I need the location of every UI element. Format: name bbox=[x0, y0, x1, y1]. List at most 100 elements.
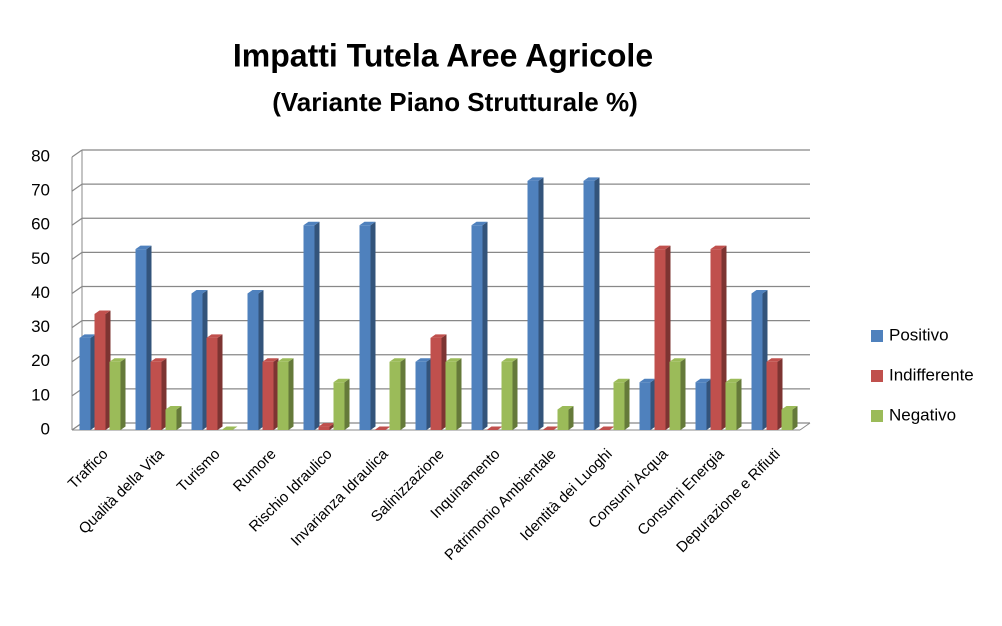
bar-side bbox=[706, 378, 712, 430]
x-tick-label: Rumore bbox=[230, 446, 280, 496]
y-tick-label: 40 bbox=[31, 283, 50, 302]
legend-swatch bbox=[871, 330, 883, 342]
bar-side bbox=[370, 221, 376, 430]
bar-side bbox=[512, 358, 518, 430]
bar bbox=[262, 361, 274, 430]
bar bbox=[445, 361, 457, 430]
bar bbox=[303, 225, 315, 430]
y-tick-label: 70 bbox=[31, 181, 50, 200]
bar-side bbox=[258, 290, 264, 430]
bar-top bbox=[206, 334, 223, 338]
bar-side bbox=[624, 378, 630, 430]
y-tick-label: 20 bbox=[31, 351, 50, 370]
bar-side bbox=[721, 245, 727, 430]
bar bbox=[109, 361, 121, 430]
bar-side bbox=[314, 221, 320, 430]
bar-top bbox=[501, 358, 518, 362]
y-tick-label: 60 bbox=[31, 215, 50, 234]
bar bbox=[247, 293, 259, 430]
legend-label: Indifferente bbox=[889, 365, 974, 384]
bar-top bbox=[221, 426, 238, 430]
bar-side bbox=[441, 334, 447, 430]
bar bbox=[94, 313, 106, 430]
bar-side bbox=[161, 358, 167, 430]
y-tick-label: 10 bbox=[31, 385, 50, 404]
bar-side bbox=[273, 358, 279, 430]
bar-side bbox=[288, 358, 294, 430]
bar-top bbox=[527, 177, 544, 181]
bar-top bbox=[486, 426, 503, 430]
chart-subtitle: (Variante Piano Strutturale %) bbox=[272, 87, 638, 117]
bar bbox=[415, 361, 427, 430]
bar bbox=[359, 225, 371, 430]
bar-top bbox=[262, 358, 279, 362]
bar-top bbox=[303, 221, 320, 226]
bar bbox=[501, 361, 513, 430]
bar-top bbox=[598, 426, 615, 430]
bar-side bbox=[650, 378, 656, 430]
bar bbox=[389, 361, 401, 430]
bar-side bbox=[344, 378, 350, 430]
bar-top bbox=[247, 290, 264, 294]
bar-side bbox=[329, 423, 335, 430]
bar-side bbox=[176, 406, 182, 430]
grid-line-side bbox=[71, 251, 83, 260]
y-tick-label: 0 bbox=[41, 419, 50, 438]
bar-top bbox=[613, 378, 630, 383]
bar bbox=[527, 180, 539, 430]
bar bbox=[751, 293, 763, 430]
bar bbox=[639, 382, 651, 430]
legend-label: Positivo bbox=[889, 325, 949, 344]
bar-side bbox=[217, 334, 223, 430]
bar-top bbox=[557, 406, 574, 410]
x-tick-label: Patrimonio Ambientale bbox=[441, 446, 559, 564]
bar-top bbox=[109, 358, 126, 362]
legend-swatch bbox=[871, 370, 883, 382]
chart-title: Impatti Tutela Aree Agricole bbox=[233, 37, 653, 73]
bar-top bbox=[430, 334, 447, 338]
grid-line-side bbox=[71, 183, 83, 192]
bar-top bbox=[389, 358, 406, 362]
bar-top bbox=[79, 334, 96, 338]
x-tick-label: Invarianza Idraulica bbox=[288, 445, 392, 549]
bar-top bbox=[766, 358, 783, 362]
bar-side bbox=[762, 290, 768, 430]
bar-top bbox=[471, 221, 488, 226]
bar-side bbox=[568, 406, 574, 430]
bar-top bbox=[191, 290, 208, 294]
bar-top bbox=[639, 378, 656, 383]
bar-side bbox=[202, 290, 208, 430]
bar-side bbox=[482, 221, 488, 430]
grid-line-side bbox=[71, 286, 83, 294]
bar-top bbox=[695, 378, 712, 383]
bar bbox=[165, 409, 177, 430]
bar bbox=[333, 382, 345, 430]
bar-side bbox=[90, 334, 96, 430]
bar-top bbox=[751, 290, 768, 294]
bar-top bbox=[318, 423, 335, 427]
bar-top bbox=[445, 358, 462, 362]
bar-top bbox=[374, 426, 391, 430]
bar bbox=[654, 249, 666, 430]
bar bbox=[471, 225, 483, 430]
bar-top bbox=[669, 358, 686, 362]
bar bbox=[318, 426, 330, 430]
bar-side bbox=[146, 245, 152, 430]
bar bbox=[725, 382, 737, 430]
bar-top bbox=[542, 426, 559, 430]
bar-side bbox=[680, 358, 686, 430]
bar-top bbox=[359, 221, 376, 226]
bar-top bbox=[710, 245, 727, 250]
grid-line-side bbox=[71, 217, 83, 226]
y-tick-label: 50 bbox=[31, 249, 50, 268]
bar-side bbox=[456, 358, 462, 430]
bar bbox=[277, 361, 289, 430]
bar bbox=[613, 382, 625, 430]
bar-top bbox=[583, 177, 600, 181]
bar-side bbox=[665, 245, 671, 430]
x-tick-label: Turismo bbox=[174, 446, 224, 496]
bar-top bbox=[654, 245, 671, 250]
bar-top bbox=[165, 406, 182, 410]
bar-side bbox=[105, 310, 111, 430]
bar bbox=[583, 180, 595, 430]
